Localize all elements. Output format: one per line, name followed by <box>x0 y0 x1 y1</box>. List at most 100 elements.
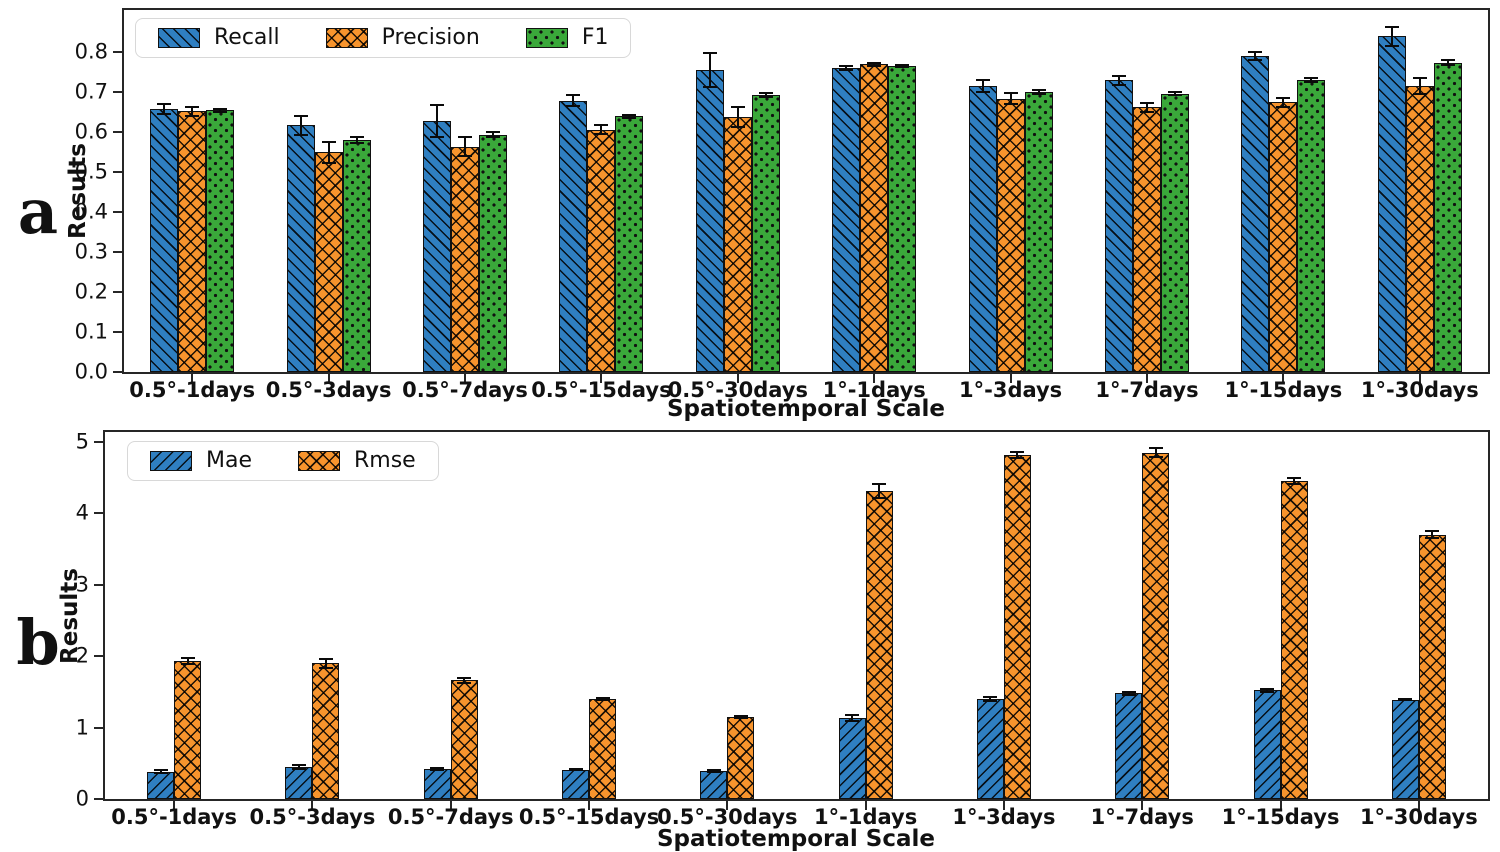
error-bar <box>981 80 984 93</box>
error-bar-cap <box>568 768 583 770</box>
error-bar-cap <box>983 700 998 703</box>
error-bar-cap <box>458 135 472 138</box>
legend-item-mae: Mae <box>150 450 252 472</box>
x-tick-mark <box>873 374 876 383</box>
x-tick-label: 0.5°-1days <box>111 805 238 829</box>
error-bar <box>299 115 302 135</box>
bar-mae-6 <box>976 699 1004 799</box>
x-tick-label: 1°-15days <box>1221 805 1340 829</box>
legend-label-recall: Recall <box>214 25 280 50</box>
error-bar-cap <box>594 124 609 127</box>
y-tick-mark <box>113 250 122 253</box>
error-bar <box>736 106 739 128</box>
error-bar-cap <box>845 714 860 717</box>
error-bar <box>1266 689 1269 692</box>
panel-a-letter: a <box>17 175 59 248</box>
panel-a-plot-area: Recall Precision F1 0.0 0.1 0.2 0.3 0.4 0.5 0.6 0… <box>75 8 1490 401</box>
error-bar-cap <box>291 763 306 766</box>
legend-item-precision: Precision <box>325 27 480 49</box>
error-bar-cap <box>1304 77 1319 80</box>
bar-recall-9 <box>1377 36 1406 372</box>
y-tick-label: 2 <box>75 643 89 668</box>
error-bar <box>845 65 848 70</box>
y-tick-mark <box>113 210 122 213</box>
error-bar-cap <box>318 666 333 669</box>
error-bar-cap <box>730 126 745 129</box>
error-bar <box>1016 451 1019 458</box>
error-bar-cap <box>430 766 445 769</box>
bar-mae-8 <box>1253 690 1281 799</box>
bar-recall-5 <box>832 67 861 372</box>
y-tick-label: 0.8 <box>74 39 108 64</box>
bar-mae-3 <box>562 769 590 799</box>
bar-precision-8 <box>1269 102 1298 372</box>
x-tick-mark <box>1417 801 1420 810</box>
error-bar-cap <box>180 663 195 666</box>
y-tick-label: 3 <box>75 572 89 597</box>
error-bar-cap <box>291 768 306 770</box>
y-tick-mark <box>94 655 103 658</box>
error-bar-cap <box>457 681 472 684</box>
error-bar-cap <box>706 769 721 772</box>
error-bar <box>1146 102 1148 113</box>
x-tick-label: 1°-30days <box>1360 378 1479 402</box>
panel-b-plot-area: Mae Rmse 0 1 2 3 4 5 0.5°-1days 0.5°-3days 0.5°-7… <box>76 430 1490 828</box>
error-bar-cap <box>730 105 745 108</box>
error-bar-cap <box>486 130 500 133</box>
error-bar <box>1310 78 1313 83</box>
error-bar <box>1254 52 1257 61</box>
bar-rmse-2 <box>450 680 478 799</box>
error-bar <box>901 64 904 68</box>
bar-precision-9 <box>1405 85 1434 372</box>
error-bar-cap <box>706 770 721 773</box>
y-tick-mark <box>94 583 103 586</box>
bar-f1-9 <box>1433 62 1462 372</box>
x-tick-label: 0.5°-15days <box>531 378 672 402</box>
error-bar <box>989 696 992 702</box>
error-bar <box>1390 27 1393 46</box>
y-tick-label: 4 <box>75 500 89 525</box>
error-bar-cap <box>1412 76 1427 79</box>
error-bar <box>1174 92 1176 96</box>
error-bar <box>708 53 711 87</box>
y-tick-label: 0.4 <box>74 199 108 224</box>
bar-f1-8 <box>1297 80 1326 372</box>
bar-recall-8 <box>1241 56 1270 372</box>
bar-precision-1 <box>314 152 343 372</box>
y-tick-mark <box>113 170 122 173</box>
error-bar <box>851 715 854 722</box>
x-tick-mark <box>864 801 867 810</box>
error-bar-cap <box>430 135 444 138</box>
error-bar-cap <box>1003 102 1018 105</box>
error-bar-cap <box>430 769 445 772</box>
y-tick-label: 0.2 <box>74 279 108 304</box>
x-tick-label: 1°-30days <box>1359 805 1478 829</box>
bar-precision-6 <box>996 98 1025 372</box>
bar-precision-3 <box>587 129 616 372</box>
x-tick-mark <box>449 801 452 810</box>
legend-item-recall: Recall <box>158 27 280 49</box>
error-bar-cap <box>157 102 172 105</box>
x-tick-label: 0.5°-3days <box>249 805 376 829</box>
bar-f1-0 <box>206 110 235 372</box>
y-tick-mark <box>113 90 122 93</box>
bar-recall-7 <box>1105 80 1133 372</box>
error-bar-cap <box>895 66 910 69</box>
x-tick-label: 0.5°-30days <box>657 805 798 829</box>
x-tick-label: 1°-3days <box>952 805 1056 829</box>
error-bar-cap <box>1248 51 1263 54</box>
y-tick-label: 0.3 <box>74 239 108 264</box>
y-tick-label: 0.6 <box>74 119 108 144</box>
error-bar-cap <box>1440 64 1455 67</box>
error-bar-cap <box>1031 89 1046 92</box>
bar-rmse-0 <box>174 661 202 799</box>
legend-label-rmse: Rmse <box>354 448 416 473</box>
error-bar-cap <box>185 105 200 108</box>
error-bar <box>1293 478 1296 485</box>
error-bar-cap <box>702 52 717 55</box>
error-bar-cap <box>872 497 887 500</box>
x-tick-label: 1°-15days <box>1224 378 1343 402</box>
x-tick-mark <box>1141 801 1144 810</box>
error-bar <box>600 125 603 135</box>
